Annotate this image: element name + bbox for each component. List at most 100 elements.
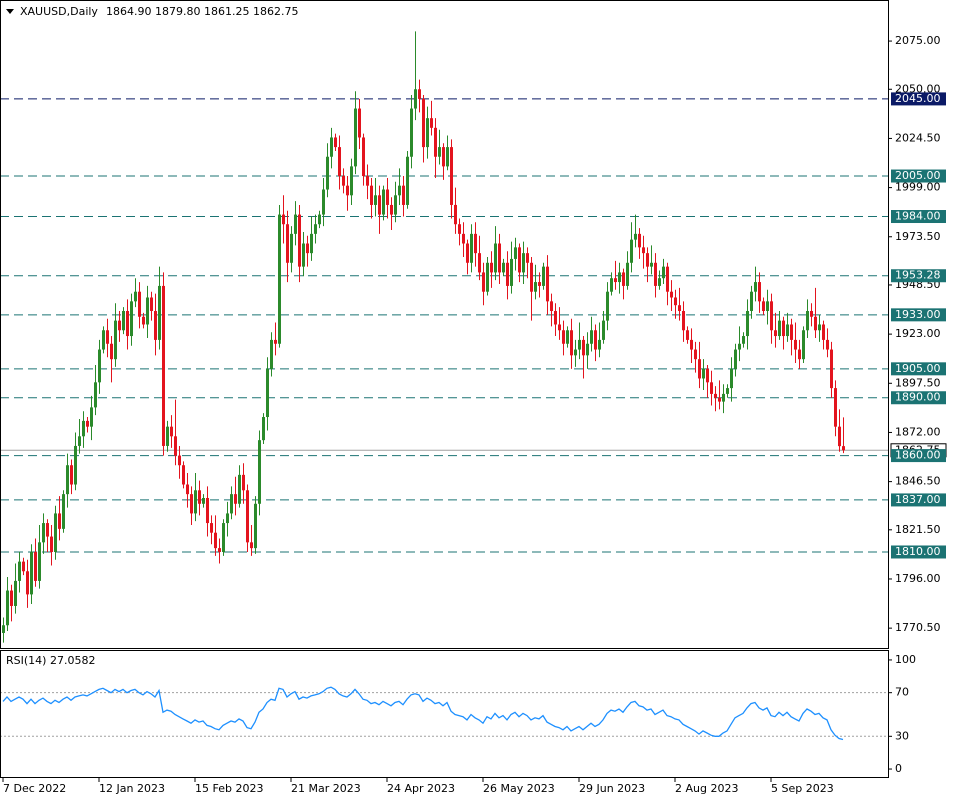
x-tick-label: 5 Sep 2023	[771, 782, 834, 795]
main-plot	[1, 31, 888, 643]
candle-body	[458, 224, 461, 234]
candle-body	[330, 137, 333, 157]
candle-body	[158, 285, 161, 340]
candle-body	[58, 513, 61, 529]
candle-body	[746, 310, 749, 337]
candle-body	[282, 214, 285, 225]
candle-body	[626, 262, 629, 286]
candle-body	[794, 339, 797, 350]
candle-body	[166, 426, 169, 446]
candle-body	[514, 247, 517, 259]
candle-body	[586, 343, 589, 356]
x-tick-label: 21 Mar 2023	[291, 782, 361, 795]
candle-body	[190, 494, 193, 514]
candle-body	[766, 301, 769, 311]
candle-body	[570, 330, 573, 356]
candle-body	[774, 330, 777, 337]
candle-body	[770, 301, 773, 331]
candle-body	[442, 147, 445, 167]
x-tick-label: 12 Jan 2023	[99, 782, 165, 795]
x-tick-label: 29 Jun 2023	[579, 782, 645, 795]
level-box	[891, 545, 946, 559]
candle-body	[554, 310, 557, 325]
level-box	[891, 92, 946, 106]
candle-body	[46, 523, 49, 537]
candle-body	[66, 465, 69, 495]
candle-body	[438, 147, 441, 157]
y-tick-label: 2050.00	[895, 82, 941, 95]
candle-body	[254, 503, 257, 549]
y-tick-label: 1897.50	[895, 376, 941, 389]
candle-body	[546, 266, 549, 302]
candle-body	[302, 243, 305, 267]
rsi-header: RSI(14) 27.0582	[6, 654, 95, 667]
x-tick-label: 2 Aug 2023	[675, 782, 738, 795]
candle-body	[678, 305, 681, 311]
candle-body	[106, 330, 109, 344]
candle-body	[806, 310, 809, 331]
candle-body	[38, 542, 41, 581]
candle-body	[322, 189, 325, 215]
candle-body	[350, 166, 353, 196]
candle-body	[522, 253, 525, 273]
y-tick-label: 1821.50	[895, 523, 941, 536]
level-box	[891, 493, 946, 507]
candle-body	[822, 324, 825, 340]
candle-body	[658, 278, 661, 286]
candle-body	[414, 89, 417, 109]
level-box	[891, 308, 946, 322]
candle-body	[762, 301, 765, 311]
candle-body	[446, 147, 449, 167]
candle-body	[202, 498, 205, 504]
level-box	[891, 210, 946, 224]
candle-body	[262, 417, 265, 441]
candle-body	[142, 316, 145, 325]
rsi-title: RSI(14)	[6, 654, 46, 667]
candle-body	[830, 349, 833, 389]
candle-body	[242, 474, 245, 491]
candle-body	[118, 320, 121, 331]
level-label: 1810.00	[895, 545, 941, 558]
candle-body	[634, 233, 637, 240]
candle-body	[194, 490, 197, 514]
candle-body	[690, 339, 693, 350]
candle-body	[298, 214, 301, 267]
level-box	[891, 362, 946, 376]
candle-body	[18, 561, 21, 581]
candle-body	[686, 330, 689, 340]
candle-body	[222, 523, 225, 552]
candle-body	[470, 233, 473, 263]
rsi-panel	[0, 650, 889, 778]
candle-body	[50, 536, 53, 552]
candle-body	[718, 397, 721, 402]
collapse-icon[interactable]	[6, 9, 14, 14]
candle-body	[742, 336, 745, 344]
y-tick-label: 1872.00	[895, 425, 941, 438]
candle-body	[642, 247, 645, 254]
candle-body	[238, 474, 241, 504]
candle-body	[370, 185, 373, 205]
candle-body	[310, 233, 313, 254]
candle-body	[490, 262, 493, 273]
candle-body	[178, 455, 181, 466]
level-label: 2005.00	[895, 169, 941, 182]
candle-body	[574, 349, 577, 356]
candle-body	[122, 310, 125, 331]
candle-body	[602, 320, 605, 340]
candle-body	[694, 349, 697, 360]
symbol: XAUUSD,Daily	[20, 5, 98, 18]
axes: 2075.002050.002024.501999.001973.501948.…	[2, 34, 947, 795]
candle-body	[662, 266, 665, 279]
candle-body	[618, 272, 621, 283]
rsi-line	[2, 686, 844, 741]
candle-body	[566, 330, 569, 344]
candle-body	[386, 189, 389, 205]
candle-body	[646, 253, 649, 267]
candle-body	[402, 185, 405, 205]
candle-body	[382, 189, 385, 215]
candle-body	[630, 239, 633, 263]
candle-body	[670, 291, 673, 298]
candle-body	[250, 542, 253, 549]
candle-body	[314, 224, 317, 234]
candle-body	[730, 368, 733, 389]
